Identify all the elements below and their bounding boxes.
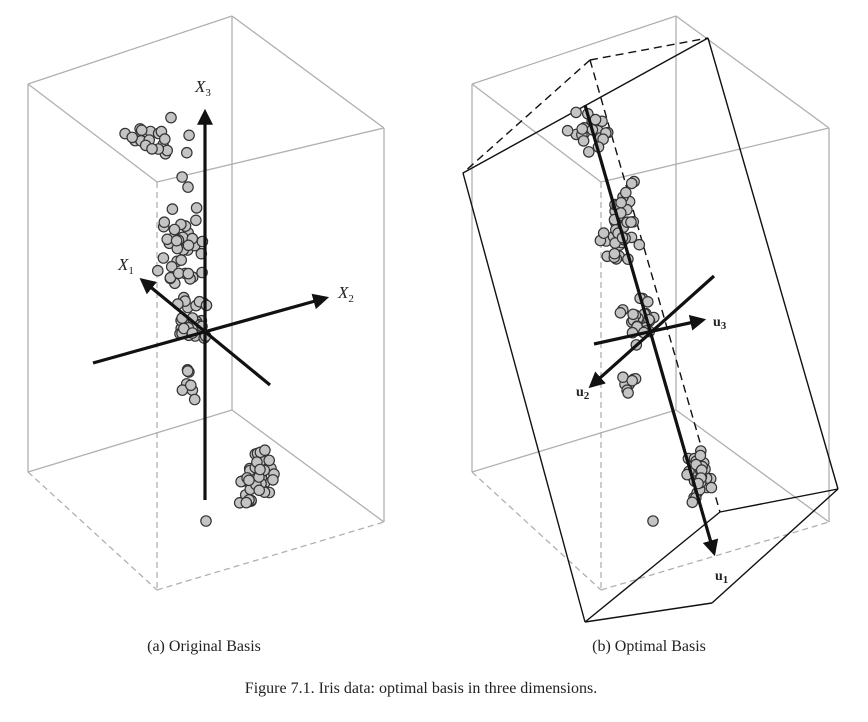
data-point [577, 135, 590, 147]
data-point [625, 177, 638, 190]
panel-original-basis: X3 X1 X2 (a) Original Basis [27, 15, 385, 655]
data-point [615, 196, 627, 209]
data-point [158, 216, 171, 228]
axis-u3 [593, 314, 707, 346]
axes-optimal [583, 104, 719, 557]
data-point [168, 223, 181, 236]
data-point [705, 481, 718, 494]
data-point [259, 444, 271, 456]
label-u3: u3 [713, 315, 727, 332]
data-point [263, 454, 275, 467]
data-point [243, 474, 255, 487]
figure-caption: Figure 7.1. Iris data: optimal basis in … [245, 680, 597, 697]
data-point [165, 260, 178, 273]
data-point [190, 214, 202, 227]
data-point [267, 474, 279, 486]
bounding-box [27, 15, 385, 591]
data-point [622, 387, 634, 399]
data-point [183, 129, 195, 142]
data-point [170, 234, 183, 247]
data-point [188, 393, 201, 406]
caption-b: (b) Optimal Basis [592, 638, 706, 655]
data-point [182, 181, 194, 193]
data-point [597, 227, 610, 239]
data-point [165, 111, 177, 124]
label-u1: u1 [715, 569, 728, 586]
data-point [200, 515, 212, 527]
data-point [181, 146, 193, 159]
data-point [159, 133, 171, 145]
data-point [608, 247, 621, 260]
axis-u1 [583, 104, 719, 557]
data-point [614, 306, 627, 319]
data-point [175, 254, 187, 266]
label-x3: X3 [194, 77, 211, 99]
data-point [626, 374, 638, 387]
data-point [582, 146, 595, 158]
data-point [157, 252, 170, 264]
data-point [176, 171, 188, 183]
data-point [576, 123, 588, 135]
data-point [161, 233, 173, 246]
data-point [146, 143, 158, 155]
data-point [182, 239, 195, 252]
axis-x2 [92, 293, 330, 365]
data-point [181, 365, 194, 377]
data-point [254, 463, 266, 476]
data-point [166, 203, 179, 215]
data-point [135, 124, 148, 136]
data-point [182, 267, 195, 280]
data-point [647, 515, 659, 527]
data-point [185, 379, 197, 392]
label-x2: X2 [337, 283, 354, 305]
data-point [570, 106, 582, 119]
data-point [240, 496, 253, 509]
data-point [627, 308, 639, 321]
caption-a: (a) Original Basis [147, 638, 261, 655]
label-u2: u2 [576, 385, 590, 402]
data-point [126, 131, 138, 144]
data-point [172, 267, 185, 280]
data-point [694, 449, 707, 462]
panel-optimal-basis: u3 u2 u1 (b) Optimal Basis [462, 15, 839, 655]
data-point [619, 186, 632, 199]
axes-original [92, 108, 330, 500]
data-point [253, 484, 266, 497]
data-point [561, 124, 574, 137]
bounding-box [471, 15, 830, 591]
data-point [152, 264, 164, 277]
data-point [633, 238, 646, 251]
data-point [686, 496, 699, 509]
label-x1: X1 [117, 255, 134, 277]
data-point [625, 216, 637, 228]
data-point [190, 202, 203, 214]
